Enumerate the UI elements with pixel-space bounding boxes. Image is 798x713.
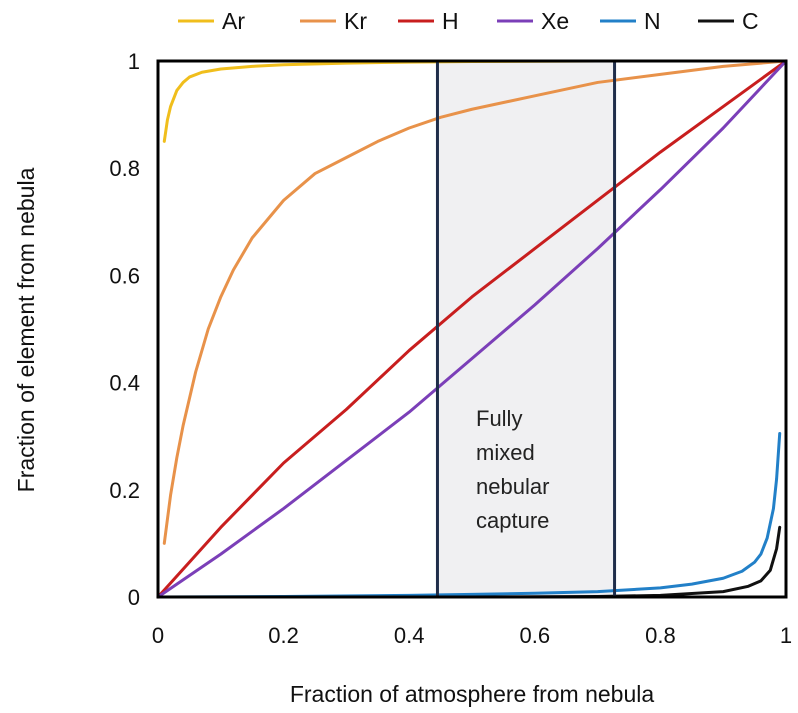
y-tick-label: 0: [128, 585, 140, 610]
legend-label: Ar: [222, 8, 245, 34]
annotation-line: mixed: [476, 440, 535, 465]
legend-label: C: [742, 8, 759, 34]
x-tick-label: 0.2: [268, 623, 299, 648]
legend-item-ar: Ar: [178, 8, 245, 34]
tick-labels: 0 0.2 0.4 0.6 0.8 1 0 0.2 0.4 0.6 0.8 1: [109, 49, 792, 648]
legend-item-kr: Kr: [300, 8, 367, 34]
y-axis-label: Fraction of element from nebula: [13, 167, 39, 492]
y-tick-label: 0.8: [109, 156, 140, 181]
legend-label: Kr: [344, 8, 367, 34]
annotation: Fully mixed nebular capture: [476, 406, 549, 533]
x-tick-label: 1: [780, 623, 792, 648]
legend-item-xe: Xe: [497, 8, 569, 34]
y-tick-label: 1: [128, 49, 140, 74]
shaded-band-borders: [435, 61, 617, 597]
plot-border: [156, 59, 788, 599]
annotation-line: capture: [476, 508, 549, 533]
series-line-n: [156, 432, 782, 599]
x-tick-label: 0.6: [520, 623, 551, 648]
legend-item-c: C: [698, 8, 759, 34]
x-axis-label: Fraction of atmosphere from nebula: [290, 681, 655, 707]
legend-label: Xe: [541, 8, 569, 34]
series-line-xe: [156, 59, 788, 599]
annotation-line: nebular: [476, 474, 549, 499]
legend-item-n: N: [600, 8, 661, 34]
shaded-band: [437, 61, 615, 597]
x-tick-label: 0.4: [394, 623, 425, 648]
legend-label: H: [442, 8, 459, 34]
x-tick-label: 0.8: [645, 623, 676, 648]
annotation-line: Fully: [476, 406, 522, 431]
plot-frame: [156, 59, 788, 599]
shaded-region: [437, 61, 615, 597]
y-tick-label: 0.6: [109, 263, 140, 288]
series-line-h: [156, 59, 788, 599]
legend-item-h: H: [398, 8, 459, 34]
series-line-kr: [162, 59, 788, 545]
x-tick-label: 0: [152, 623, 164, 648]
y-tick-label: 0.2: [109, 478, 140, 503]
y-tick-label: 0.4: [109, 371, 140, 396]
legend-label: N: [644, 8, 661, 34]
legend: Ar Kr H Xe N C: [178, 8, 759, 34]
